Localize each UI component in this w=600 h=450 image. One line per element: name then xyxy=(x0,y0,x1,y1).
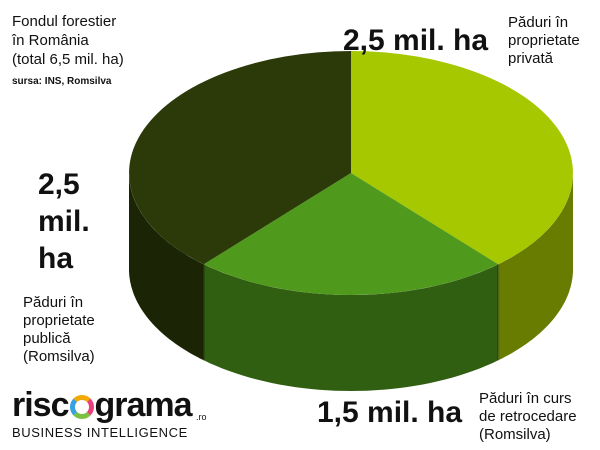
riscograma-logo: risc grama .ro BUSINESS INTELLIGENCE xyxy=(12,386,212,442)
pie-side-1 xyxy=(203,264,499,391)
slice-description-restitution: Păduri în curs de retrocedare (Romsilva) xyxy=(479,390,577,443)
pie-side-2 xyxy=(129,173,204,361)
logo-tld: .ro xyxy=(196,412,207,422)
pie-side-0 xyxy=(498,173,573,361)
pie-slice-2 xyxy=(129,51,351,265)
chart-source: sursa: INS, Romsilva xyxy=(12,76,112,87)
chart-title: Fondul forestier în România (total 6,5 m… xyxy=(12,13,124,68)
logo-word-start: risc xyxy=(12,386,69,424)
slice-description-public: Păduri în proprietate publică (Romsilva) xyxy=(23,294,95,365)
slice-description-private: Păduri în proprietate privată xyxy=(508,14,580,67)
logo-tagline: BUSINESS INTELLIGENCE xyxy=(12,425,188,440)
slice-label-private: 2,5 mil. ha xyxy=(343,24,489,57)
pie-slice-0 xyxy=(351,51,573,265)
logo-ring-icon xyxy=(69,395,94,419)
slice-label-restitution: 1,5 mil. ha xyxy=(317,396,463,429)
logo-wordmark: risc grama xyxy=(12,386,193,424)
slice-label-public: 2,5 mil. ha xyxy=(38,168,90,275)
pie-slice-1 xyxy=(203,173,499,295)
logo-word-end: grama xyxy=(94,386,193,424)
